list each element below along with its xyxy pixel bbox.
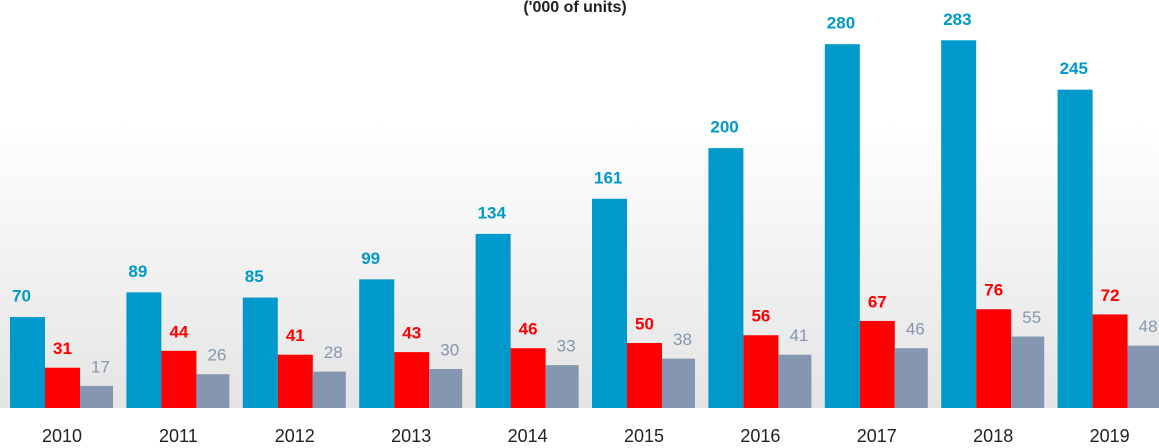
bar [662, 358, 695, 408]
value-label: 46 [519, 320, 538, 339]
bar [242, 297, 278, 408]
bar [126, 292, 162, 408]
value-label: 38 [673, 330, 692, 349]
value-label: 50 [635, 315, 654, 334]
x-tick-label: 2014 [508, 426, 548, 446]
x-tick-label: 2015 [624, 426, 664, 446]
bar [545, 365, 579, 408]
bar [359, 279, 395, 408]
x-tick-label: 2011 [159, 426, 198, 446]
bar [80, 385, 113, 408]
bar [277, 354, 313, 408]
bar [394, 352, 430, 408]
bar [976, 309, 1012, 408]
bar [859, 320, 895, 408]
bar [1011, 336, 1045, 408]
x-tick-label: 2012 [275, 426, 315, 446]
x-tick-label: 2013 [391, 426, 431, 446]
value-label: 89 [128, 262, 147, 281]
x-tick-label: 2016 [740, 426, 780, 446]
x-tick-label: 2018 [973, 426, 1013, 446]
value-label: 41 [286, 326, 305, 345]
value-label: 76 [984, 281, 1003, 300]
bar [743, 335, 779, 408]
bar [510, 348, 546, 408]
bar [312, 371, 346, 408]
value-label: 280 [827, 14, 855, 33]
bar [1057, 89, 1093, 408]
bar [196, 374, 230, 408]
value-label: 67 [868, 292, 887, 311]
value-label: 85 [245, 267, 264, 286]
bar [778, 354, 812, 408]
value-label: 28 [324, 343, 343, 362]
x-tick-label: 2019 [1090, 426, 1130, 446]
bar [429, 369, 463, 408]
value-label: 31 [53, 339, 72, 358]
bar [475, 233, 511, 408]
value-label: 44 [169, 322, 188, 341]
bar [10, 317, 45, 408]
value-label: 99 [361, 249, 380, 268]
value-label: 70 [12, 287, 31, 306]
bar [824, 44, 860, 408]
bar [708, 148, 744, 409]
bar [161, 350, 197, 408]
bar [592, 198, 627, 408]
value-label: 26 [207, 346, 226, 365]
value-label: 55 [1022, 308, 1041, 327]
value-label: 56 [751, 307, 770, 326]
value-label: 30 [440, 341, 459, 360]
value-label: 134 [478, 203, 507, 222]
bar [941, 40, 977, 409]
x-tick-label: 2010 [42, 426, 82, 446]
bar [1127, 345, 1159, 408]
value-label: 46 [906, 320, 925, 339]
value-label: 161 [594, 168, 622, 187]
value-label: 200 [710, 118, 738, 137]
chart-title: ('000 of units) [523, 0, 626, 16]
bar [45, 367, 80, 408]
value-label: 245 [1060, 59, 1088, 78]
value-label: 33 [557, 337, 576, 356]
value-label: 72 [1101, 286, 1120, 305]
value-label: 48 [1139, 317, 1158, 336]
value-label: 41 [789, 326, 808, 345]
bar [894, 348, 928, 408]
x-tick-label: 2017 [857, 426, 897, 446]
bar [1092, 314, 1128, 408]
bar [627, 343, 662, 408]
value-label: 17 [91, 357, 110, 376]
value-label: 283 [943, 10, 971, 29]
value-label: 43 [402, 324, 421, 343]
